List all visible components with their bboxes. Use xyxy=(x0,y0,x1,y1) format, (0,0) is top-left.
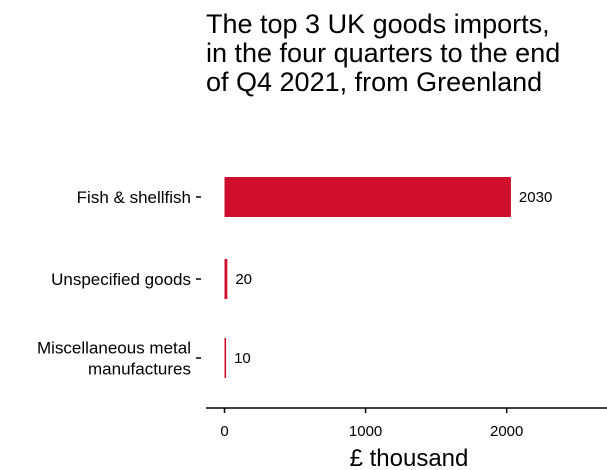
value-labels: 2030 20 10 xyxy=(234,189,552,367)
category-label: Miscellaneous metal manufactures xyxy=(37,339,191,379)
bar-1 xyxy=(224,259,228,299)
x-tick-label: 0 xyxy=(220,423,228,440)
value-label: 2030 xyxy=(519,189,552,206)
category-label: Fish & shellfish xyxy=(77,188,191,207)
value-label: 20 xyxy=(235,271,252,288)
x-axis-title: £ thousand xyxy=(350,445,469,470)
bar-0 xyxy=(224,177,511,217)
category-labels: Fish & shellfish Unspecified goods Miscell… xyxy=(37,188,201,379)
chart-title: The top 3 UK goods imports, in the four … xyxy=(206,9,561,97)
bars-layer xyxy=(224,177,511,378)
bar-2 xyxy=(224,338,227,378)
x-tick-label: 1000 xyxy=(349,423,382,440)
x-axis-ticks: 0 1000 2000 xyxy=(220,408,523,440)
value-label: 10 xyxy=(234,350,251,367)
category-label: Unspecified goods xyxy=(51,270,191,289)
x-tick-label: 2000 xyxy=(490,423,523,440)
